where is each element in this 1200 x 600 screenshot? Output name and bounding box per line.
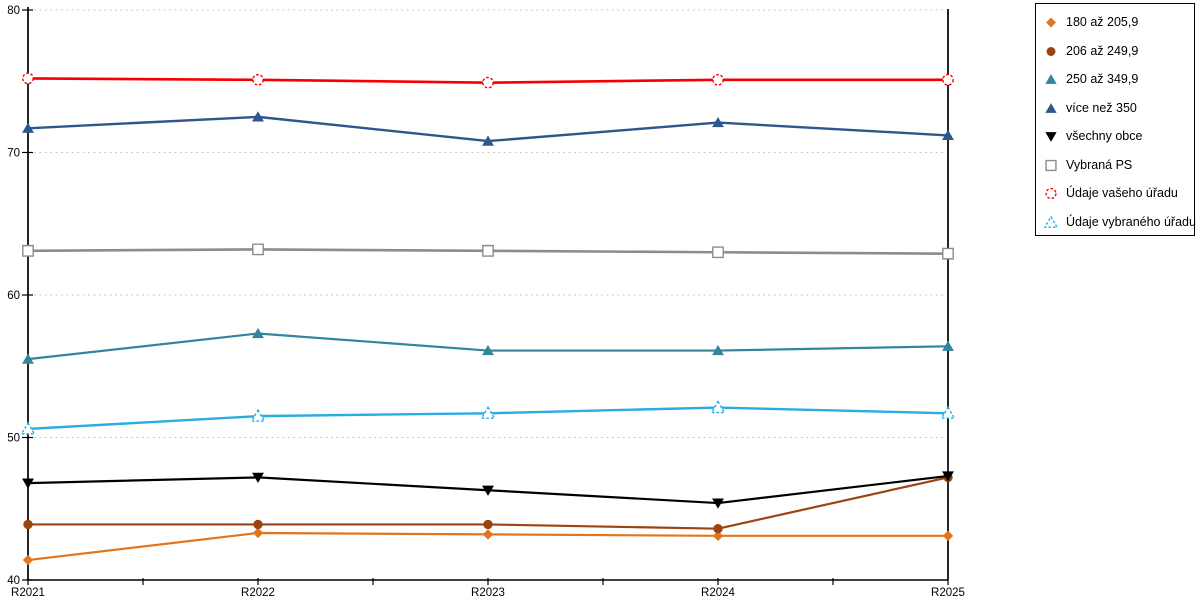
diamond-marker-icon: [1046, 17, 1056, 28]
triangle-up-marker-icon: [480, 405, 496, 419]
circle-marker-icon: [252, 73, 264, 86]
triangle-down-marker-icon: [712, 498, 724, 509]
legend-item: 206 až 249,9: [1036, 37, 1194, 66]
y-axis-tick-label: 50: [7, 433, 20, 445]
legend-marker-icon: [1045, 132, 1057, 143]
legend-item: 180 až 205,9: [1036, 8, 1194, 37]
triangle-up-marker-icon: [22, 122, 34, 133]
x-axis-tick-label: R2025: [931, 587, 965, 599]
circle-marker-icon: [713, 524, 723, 534]
square-marker-icon: [942, 247, 954, 260]
diamond-marker-icon: [712, 530, 724, 542]
triangle-up-marker-icon: [1043, 215, 1059, 228]
triangle-up-marker-icon: [710, 400, 726, 414]
triangle-up-marker-icon: [20, 421, 36, 435]
diamond-marker-icon: [22, 554, 34, 566]
legend-marker-icon: [1045, 159, 1057, 171]
y-axis-tick-label: 40: [7, 575, 20, 587]
legend-item: Údaje vašeho úřadu: [1036, 179, 1194, 208]
triangle-up-marker-icon: [712, 116, 724, 128]
legend-item: Údaje vybraného úřadu: [1036, 208, 1196, 237]
triangle-down-marker-icon: [942, 471, 954, 482]
legend-item: všechny obce: [1036, 122, 1194, 151]
x-axis-tick-label: R2024: [701, 587, 735, 599]
legend-marker-icon: [1043, 215, 1059, 228]
x-axis-tick-label: R2022: [241, 587, 275, 599]
triangle-up-marker-icon: [942, 340, 954, 351]
diamond-marker-icon: [482, 529, 494, 540]
legend-marker-icon: [1045, 102, 1057, 113]
y-axis-tick-label: 70: [7, 148, 20, 160]
legend-marker-icon: [1046, 46, 1056, 56]
square-marker-icon: [1045, 159, 1057, 171]
triangle-up-marker-icon: [252, 111, 264, 122]
triangle-up-marker-icon: [712, 344, 724, 356]
y-axis-tick-label: 60: [7, 290, 20, 302]
triangle-up-marker-icon: [22, 353, 34, 364]
triangle-up-marker-icon: [940, 405, 956, 419]
square-marker-icon: [712, 246, 724, 259]
x-axis-tick-label: R2021: [11, 587, 45, 599]
legend-item-label: 180 až 205,9: [1066, 15, 1139, 29]
legend-item-label: více než 350: [1066, 100, 1137, 115]
legend-item-label: všechny obce: [1066, 129, 1143, 143]
legend-marker-icon: [1046, 17, 1056, 28]
circle-marker-icon: [1046, 46, 1056, 56]
diamond-marker-icon: [252, 527, 264, 539]
square-marker-icon: [252, 243, 264, 256]
legend-item-label: Údaje vybraného úřadu: [1066, 214, 1196, 229]
triangle-up-marker-icon: [942, 129, 954, 140]
x-axis-tick-label: R2023: [471, 587, 505, 599]
circle-marker-icon: [942, 73, 954, 86]
triangle-up-marker-icon: [250, 408, 266, 422]
triangle-up-marker-icon: [482, 344, 494, 356]
triangle-down-marker-icon: [22, 478, 34, 489]
legend-item: více než 350: [1036, 94, 1194, 123]
circle-marker-icon: [1045, 188, 1057, 200]
legend-marker-icon: [1045, 74, 1057, 85]
chart-legend: 180 až 205,9 206 až 249,9 250 až 349,9 více…: [1035, 3, 1196, 237]
triangle-down-marker-icon: [482, 485, 494, 496]
triangle-up-marker-icon: [1045, 102, 1057, 113]
legend-item: Vybraná PS: [1036, 151, 1194, 180]
circle-marker-icon: [253, 519, 263, 530]
y-axis-tick-label: 80: [7, 5, 20, 17]
legend-item-label: 250 až 349,9: [1066, 72, 1139, 86]
circle-marker-icon: [712, 73, 724, 86]
circle-marker-icon: [483, 519, 493, 530]
triangle-up-marker-icon: [1045, 74, 1057, 85]
square-marker-icon: [482, 244, 494, 257]
triangle-down-marker-icon: [1045, 132, 1057, 143]
diamond-marker-icon: [942, 530, 954, 542]
legend-item: 250 až 349,9: [1036, 65, 1194, 94]
legend-item-label: Údaje vašeho úřadu: [1066, 186, 1178, 200]
square-marker-icon: [22, 244, 34, 257]
circle-marker-icon: [23, 519, 33, 530]
triangle-up-marker-icon: [252, 327, 264, 339]
triangle-down-marker-icon: [252, 472, 264, 483]
legend-item-label: 206 až 249,9: [1066, 43, 1139, 58]
circle-marker-icon: [22, 72, 34, 85]
legend-item-label: Vybraná PS: [1066, 157, 1133, 172]
triangle-up-marker-icon: [482, 135, 494, 146]
legend-marker-icon: [1045, 188, 1057, 200]
circle-marker-icon: [482, 76, 494, 89]
